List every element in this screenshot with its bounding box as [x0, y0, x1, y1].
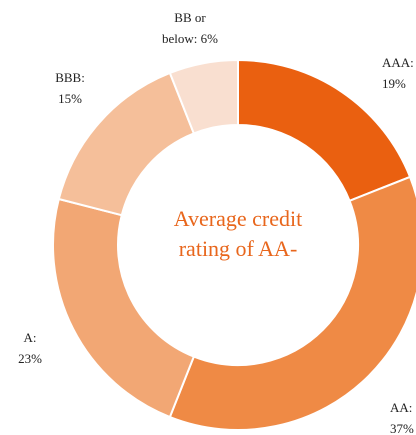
- slice-label: AAA: 19%: [382, 55, 414, 91]
- category-label: BB or: [174, 10, 206, 25]
- donut-slice: [52, 197, 196, 419]
- value-label: 37%: [390, 421, 414, 435]
- value-label: 19%: [382, 76, 406, 91]
- category-label: A:: [24, 330, 37, 345]
- value-label: 23%: [18, 351, 42, 366]
- category-label: AA:: [390, 400, 412, 415]
- donut-slice: [168, 58, 239, 135]
- category-label: BBB:: [55, 70, 85, 85]
- value-label: 6%: [201, 31, 219, 46]
- center-annotation: Average credit rating of AA-: [174, 206, 302, 261]
- category-label-end: below:: [162, 31, 201, 46]
- category-label: AAA:: [382, 55, 414, 70]
- slice-label: AA: 37%: [390, 400, 414, 435]
- donut-slice: [168, 175, 416, 431]
- slice-label: BB or below: 6%: [162, 10, 218, 46]
- slice-label: BBB: 15%: [55, 70, 85, 106]
- value-label: 15%: [58, 91, 82, 106]
- slice-label: A: 23%: [18, 330, 42, 366]
